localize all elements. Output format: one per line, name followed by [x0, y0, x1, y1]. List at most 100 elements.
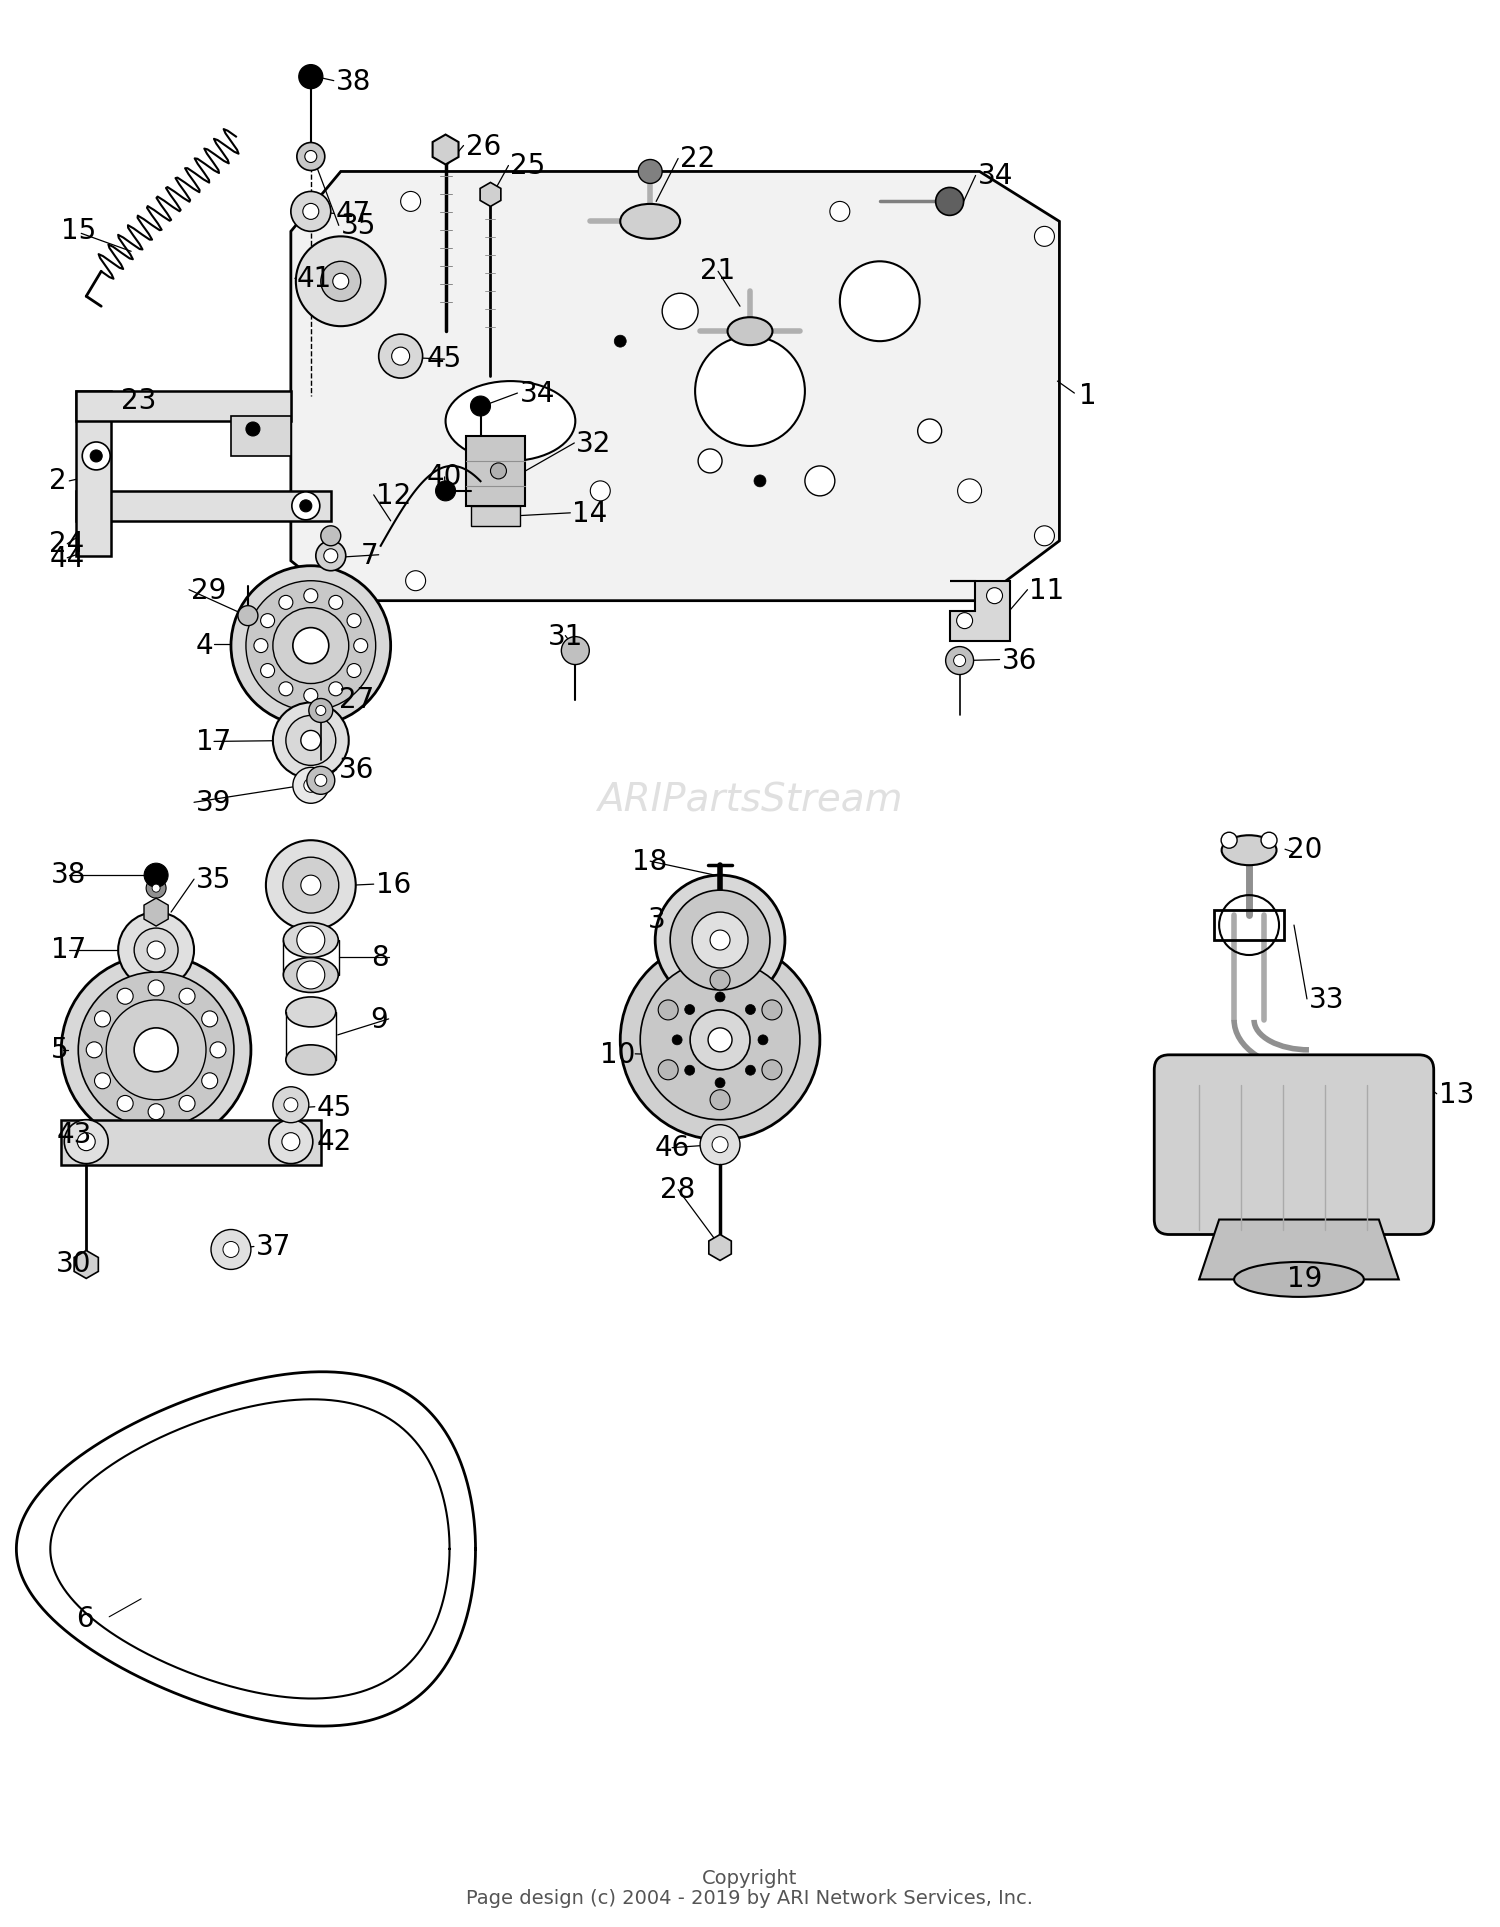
- Text: 9: 9: [370, 1006, 388, 1035]
- Circle shape: [638, 160, 662, 183]
- Circle shape: [302, 875, 321, 896]
- Circle shape: [246, 580, 375, 711]
- Text: 46: 46: [654, 1133, 690, 1162]
- Text: 27: 27: [339, 686, 374, 715]
- Ellipse shape: [1234, 1262, 1364, 1297]
- Bar: [465, 436, 525, 507]
- Text: 18: 18: [632, 848, 668, 877]
- Circle shape: [316, 541, 345, 570]
- Ellipse shape: [286, 1044, 336, 1075]
- Circle shape: [210, 1043, 226, 1058]
- Circle shape: [231, 567, 390, 725]
- Circle shape: [273, 703, 348, 779]
- Circle shape: [62, 956, 250, 1145]
- Circle shape: [435, 482, 456, 501]
- Circle shape: [321, 526, 340, 545]
- Polygon shape: [432, 135, 459, 164]
- Circle shape: [292, 628, 328, 663]
- Text: 20: 20: [1287, 836, 1323, 863]
- Circle shape: [957, 480, 981, 503]
- Circle shape: [152, 884, 160, 892]
- Circle shape: [304, 150, 316, 162]
- Polygon shape: [471, 507, 520, 526]
- Text: 45: 45: [426, 345, 462, 374]
- Polygon shape: [1198, 1220, 1400, 1280]
- Circle shape: [471, 397, 490, 416]
- Circle shape: [694, 335, 806, 445]
- Circle shape: [762, 1000, 782, 1019]
- Circle shape: [266, 840, 356, 931]
- Polygon shape: [76, 391, 291, 420]
- Circle shape: [640, 960, 800, 1120]
- Polygon shape: [76, 491, 332, 520]
- Circle shape: [806, 466, 836, 495]
- Text: 39: 39: [196, 790, 231, 817]
- Text: 31: 31: [549, 622, 584, 651]
- Circle shape: [282, 1133, 300, 1150]
- Circle shape: [304, 779, 318, 792]
- Text: Copyright: Copyright: [702, 1869, 798, 1888]
- Ellipse shape: [728, 318, 772, 345]
- Ellipse shape: [284, 923, 339, 958]
- Text: 26: 26: [465, 133, 501, 160]
- Text: 22: 22: [680, 146, 716, 173]
- Text: 33: 33: [1310, 987, 1344, 1014]
- Bar: [231, 416, 291, 457]
- Circle shape: [117, 989, 134, 1004]
- Circle shape: [117, 1095, 134, 1112]
- Circle shape: [754, 474, 766, 488]
- Bar: [1214, 910, 1284, 940]
- Circle shape: [291, 191, 332, 231]
- Text: 19: 19: [1287, 1266, 1323, 1293]
- Circle shape: [1262, 832, 1276, 848]
- Circle shape: [987, 588, 1002, 603]
- Text: 28: 28: [660, 1175, 696, 1204]
- Circle shape: [86, 1043, 102, 1058]
- Text: 42: 42: [316, 1127, 352, 1156]
- Circle shape: [304, 688, 318, 703]
- Circle shape: [346, 663, 362, 678]
- Text: 2: 2: [50, 466, 68, 495]
- FancyBboxPatch shape: [1155, 1054, 1434, 1235]
- Circle shape: [279, 595, 292, 609]
- Circle shape: [716, 1077, 724, 1087]
- Circle shape: [201, 1073, 217, 1089]
- Circle shape: [94, 1073, 111, 1089]
- Text: 16: 16: [375, 871, 411, 900]
- Polygon shape: [710, 1235, 732, 1260]
- Circle shape: [144, 863, 168, 886]
- Circle shape: [238, 605, 258, 626]
- Text: 25: 25: [510, 152, 546, 181]
- Circle shape: [273, 607, 348, 684]
- Text: 29: 29: [190, 576, 226, 605]
- Circle shape: [700, 1125, 740, 1164]
- Circle shape: [321, 262, 360, 301]
- Circle shape: [662, 293, 698, 330]
- Circle shape: [690, 1010, 750, 1069]
- Circle shape: [246, 422, 259, 436]
- Circle shape: [324, 549, 338, 563]
- Circle shape: [936, 187, 963, 216]
- Circle shape: [279, 682, 292, 696]
- Text: 14: 14: [573, 499, 608, 528]
- Circle shape: [64, 1120, 108, 1164]
- Circle shape: [298, 66, 322, 89]
- Circle shape: [670, 890, 770, 990]
- Ellipse shape: [620, 204, 680, 239]
- Circle shape: [308, 767, 334, 794]
- Circle shape: [309, 698, 333, 723]
- Text: 41: 41: [297, 266, 332, 293]
- Text: 13: 13: [1438, 1081, 1474, 1108]
- Circle shape: [76, 1133, 94, 1150]
- Polygon shape: [480, 183, 501, 206]
- Circle shape: [106, 1000, 206, 1100]
- Text: 35: 35: [196, 865, 231, 894]
- Circle shape: [224, 1241, 238, 1258]
- Circle shape: [672, 1035, 682, 1044]
- Circle shape: [315, 775, 327, 786]
- Text: 1: 1: [1080, 382, 1096, 410]
- Circle shape: [945, 647, 974, 674]
- Circle shape: [201, 1012, 217, 1027]
- Circle shape: [134, 1027, 178, 1071]
- Circle shape: [746, 1004, 756, 1014]
